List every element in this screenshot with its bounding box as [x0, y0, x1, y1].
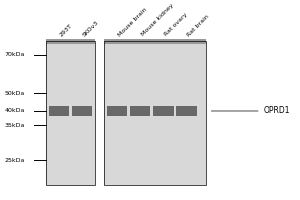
Text: Mouse kidney: Mouse kidney [140, 3, 174, 37]
Bar [46, 39, 95, 44]
Bar [130, 106, 150, 116]
Bar [153, 106, 174, 116]
Text: Rat brain: Rat brain [187, 14, 211, 37]
Text: 40kDa: 40kDa [5, 108, 25, 113]
Text: 70kDa: 70kDa [5, 52, 25, 57]
Bar [49, 106, 69, 116]
Text: Rat ovary: Rat ovary [164, 12, 188, 37]
Bar [104, 41, 206, 185]
Text: Mouse brain: Mouse brain [117, 7, 148, 37]
Text: SKOv3: SKOv3 [82, 19, 100, 37]
Text: 25kDa: 25kDa [5, 158, 25, 163]
Text: 293T: 293T [59, 23, 74, 37]
Text: 50kDa: 50kDa [5, 91, 25, 96]
Bar [72, 106, 92, 116]
Bar [46, 41, 95, 185]
Text: 35kDa: 35kDa [5, 123, 25, 128]
Bar [107, 106, 127, 116]
Bar [176, 106, 197, 116]
Bar [104, 39, 206, 44]
Text: OPRD1: OPRD1 [264, 106, 290, 115]
FancyBboxPatch shape [104, 41, 206, 185]
FancyBboxPatch shape [46, 41, 95, 185]
